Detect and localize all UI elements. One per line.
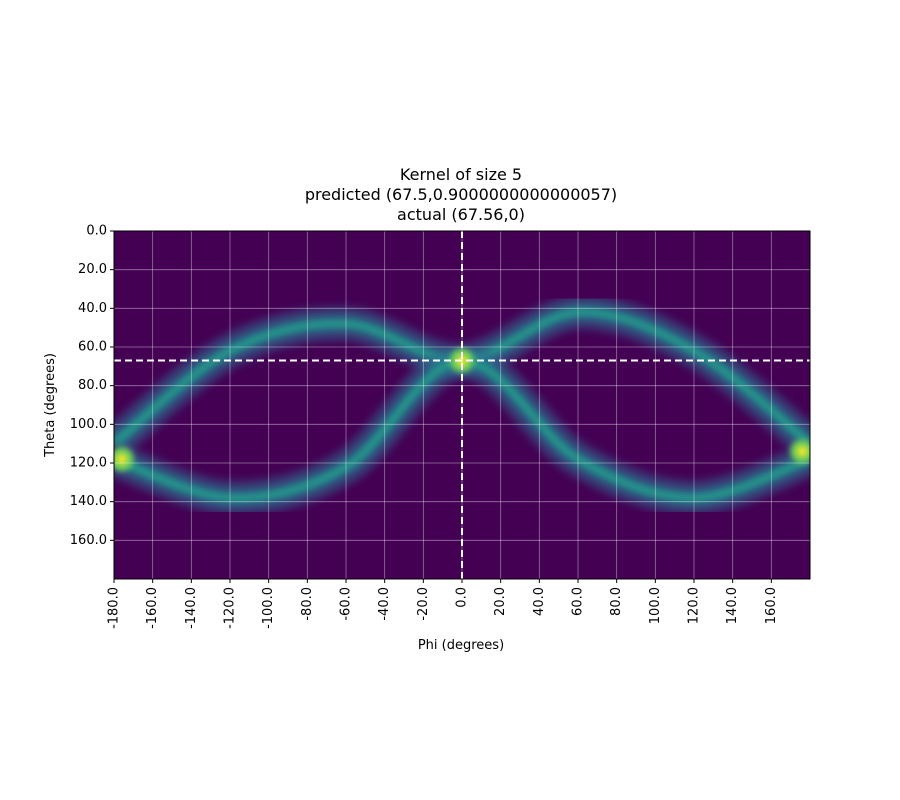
x-tick-label: -140.0	[184, 587, 199, 629]
y-tick-label: 120.0	[70, 456, 107, 471]
x-tick-label: -160.0	[145, 587, 160, 629]
x-tick-label: -60.0	[339, 587, 354, 621]
peak-3	[116, 454, 127, 465]
x-tick-label: 40.0	[532, 587, 547, 616]
heatmap-plot-area	[113, 230, 811, 580]
x-axis-label: Phi (degrees)	[418, 638, 504, 653]
y-tick-label: 0.0	[86, 224, 107, 239]
x-tick-label: 140.0	[725, 587, 740, 624]
y-tick-label: 20.0	[78, 262, 107, 277]
x-axis-ticks: -180.0 -160.0 -140.0 -120.0 -100.0 -80.0 -60.0…	[107, 579, 779, 629]
y-axis-label: Theta (degrees)	[43, 353, 58, 458]
y-tick-label: 60.0	[78, 340, 107, 355]
y-tick-label: 40.0	[78, 301, 107, 316]
title-line-1: Kernel of size 5	[400, 165, 522, 184]
x-tick-label: -100.0	[261, 587, 276, 629]
heatmap-peaks	[114, 348, 810, 472]
x-tick-label: 160.0	[764, 587, 779, 624]
x-tick-label: 60.0	[571, 587, 586, 616]
x-tick-label: 20.0	[493, 587, 508, 616]
y-tick-label: 160.0	[70, 533, 107, 548]
x-tick-label: -40.0	[377, 587, 392, 621]
x-tick-label: -120.0	[223, 587, 238, 629]
x-tick-label: 100.0	[648, 587, 663, 624]
y-axis-ticks: 0.0 20.0 40.0 60.0 80.0 100.0 120.0 140.0 160.0	[70, 224, 114, 548]
x-tick-label: 0.0	[455, 587, 470, 608]
title-line-2: predicted (67.5,0.9000000000000057)	[305, 185, 617, 204]
title-line-3: actual (67.56,0)	[397, 205, 525, 224]
crosshair	[114, 231, 810, 579]
y-tick-label: 100.0	[70, 417, 107, 432]
y-tick-label: 80.0	[78, 378, 107, 393]
peak-2	[797, 446, 808, 457]
x-tick-label: -20.0	[416, 587, 431, 621]
grid-lines	[114, 231, 810, 579]
y-tick-label: 140.0	[70, 494, 107, 509]
x-tick-label: -180.0	[107, 587, 122, 629]
x-tick-label: 120.0	[687, 587, 702, 624]
x-tick-label: 80.0	[609, 587, 624, 616]
x-tick-label: -80.0	[300, 587, 315, 621]
